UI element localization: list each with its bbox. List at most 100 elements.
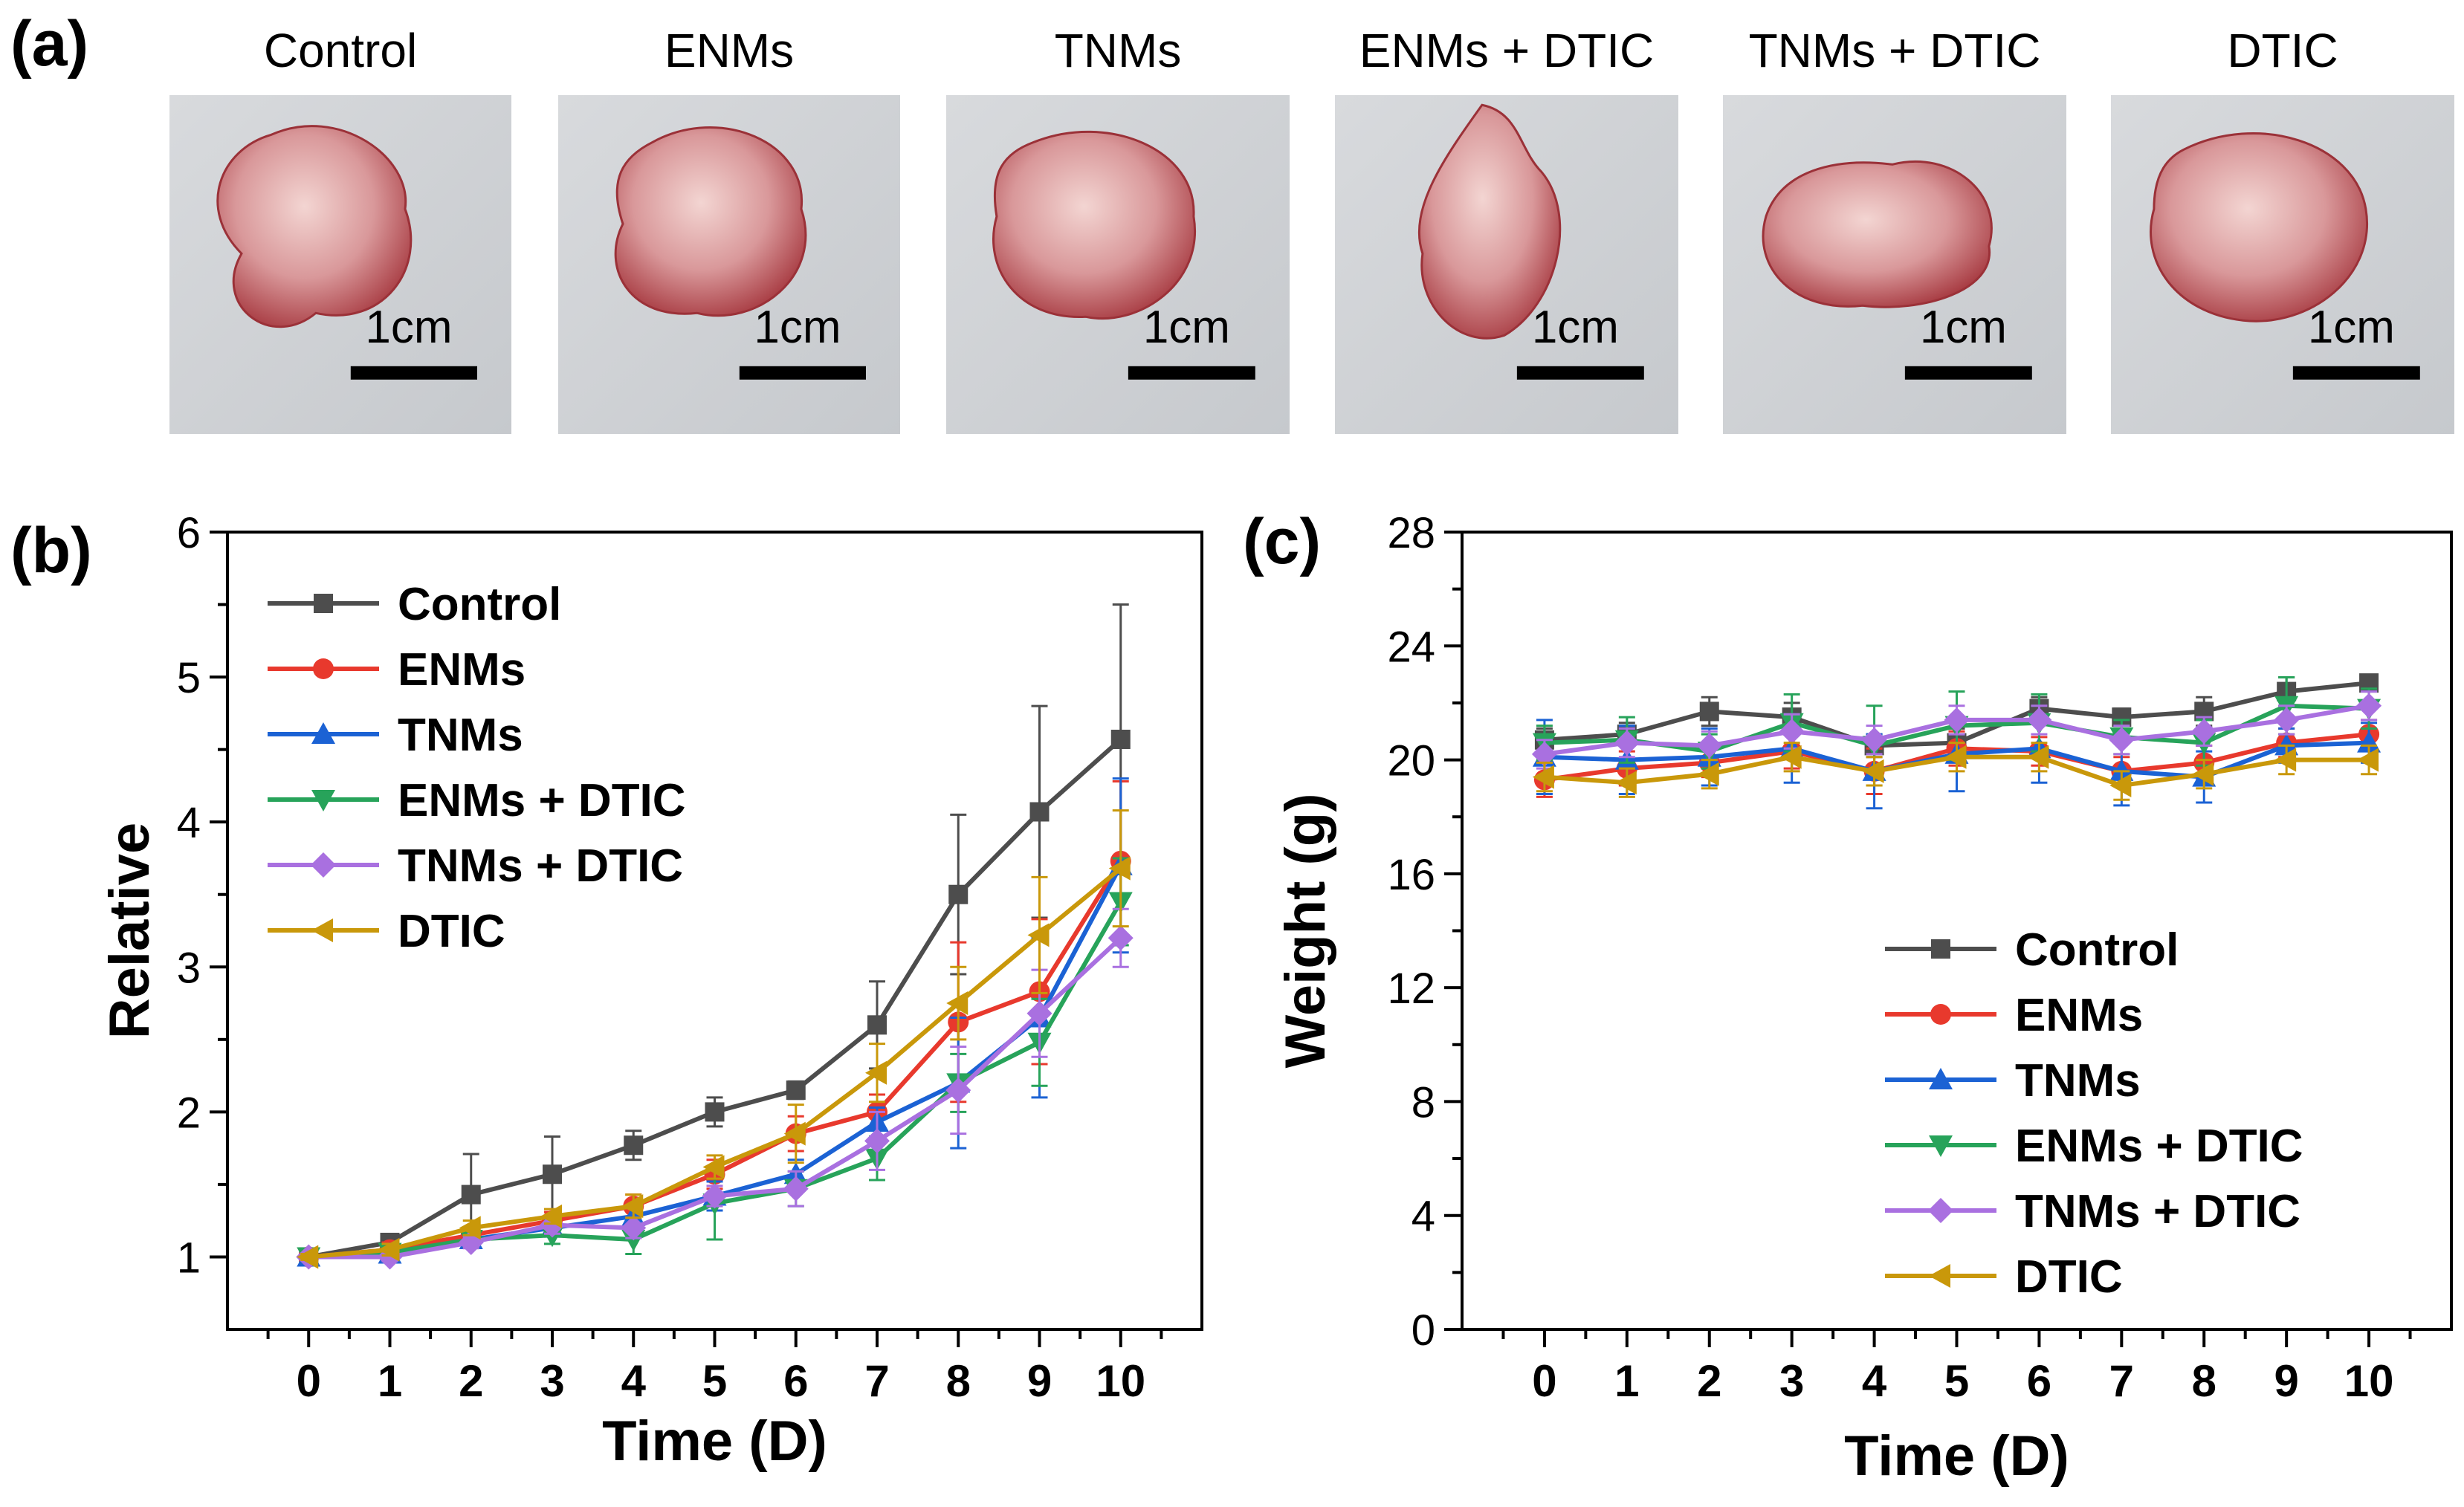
legend-entry-tnms-dtic: TNMs + DTIC: [398, 840, 683, 892]
data-point: [1108, 856, 1131, 881]
x-tick-label: 2: [459, 1356, 483, 1406]
tumor-photo-tnms-dtic: TNMs + DTIC 1cm: [1723, 24, 2066, 434]
x-axis-title: Time (D): [1844, 1425, 2069, 1488]
scale-bar: [350, 366, 477, 380]
data-point: [2027, 745, 2049, 769]
legend-entry-tnms: TNMs: [398, 710, 523, 761]
series-dtic: [1532, 742, 2379, 801]
tumor-specimen-image: [2150, 132, 2368, 323]
x-tick-label: 0: [1532, 1356, 1556, 1406]
tumor-specimen-image: [1762, 160, 1993, 308]
data-point: [867, 1015, 887, 1035]
data-point: [1779, 745, 1802, 769]
x-tick-label: 9: [2274, 1356, 2298, 1406]
x-tick-label: 10: [2344, 1356, 2394, 1406]
photo-label-control: Control: [264, 24, 417, 77]
x-tick-label: 6: [2027, 1356, 2051, 1406]
tumor-specimen-image: [614, 126, 807, 317]
legend-entry-tnms: TNMs: [2015, 1055, 2141, 1106]
y-tick-label: 12: [1387, 965, 1435, 1013]
tumor-specimen-image: [992, 130, 1196, 320]
data-point: [2356, 693, 2382, 719]
legend-marker: [313, 658, 334, 679]
y-tick-label: 3: [177, 944, 201, 992]
legend-marker: [1928, 1198, 1953, 1223]
tumor-photo-dtic: DTIC 1cm: [2111, 24, 2454, 434]
data-point: [459, 1216, 481, 1240]
data-point: [461, 1184, 481, 1205]
y-tick-label: 1: [177, 1234, 201, 1282]
scale-bar: [1516, 366, 1644, 380]
data-point: [2192, 762, 2214, 786]
data-point: [1110, 729, 1131, 749]
legend-entry-enms: ENMs: [2015, 990, 2143, 1041]
legend: Control ENMs TNMs ENMs + DTIC TNMs + DTIC DTI…: [268, 579, 686, 957]
x-tick-label: 3: [540, 1356, 564, 1406]
x-tick-label: 1: [1614, 1356, 1639, 1406]
y-axis: 1 2 3 4 5 6: [177, 509, 227, 1282]
photo-label-tnms-dtic: TNMs + DTIC: [1749, 24, 2041, 77]
y-tick-label: 28: [1387, 509, 1435, 557]
x-axis-title: Time (D): [602, 1410, 827, 1473]
legend-marker: [311, 790, 335, 811]
tumor-photo-enms: ENMs 1cm: [558, 24, 900, 434]
data-point: [1861, 727, 1887, 753]
x-axis: 0 1 2 3 4 5 6 7 8 9 10: [266, 1329, 1163, 1406]
legend-marker: [314, 594, 333, 613]
x-tick-label: 4: [621, 1356, 647, 1406]
y-tick-label: 2: [177, 1089, 201, 1137]
y-tick-label: 24: [1387, 623, 1435, 671]
scale-bar: [1904, 366, 2032, 380]
data-point: [705, 1102, 725, 1122]
data-point: [948, 884, 969, 904]
legend-entry-enms-dtic: ENMs + DTIC: [2015, 1121, 2303, 1172]
data-point: [540, 1204, 562, 1228]
data-point: [297, 1245, 319, 1269]
x-tick-label: 9: [1027, 1356, 1052, 1406]
legend-entry-enms: ENMs: [398, 644, 526, 696]
data-point: [1697, 762, 1719, 786]
panel-c-letter: (c): [1243, 506, 1321, 577]
panel-a: (a) Control 1cm ENMs 1cm TNMs 1cm ENMs + DTIC 1…: [10, 8, 2454, 434]
scale-bar-label: 1cm: [1532, 302, 1619, 353]
x-tick-label: 10: [1096, 1356, 1145, 1406]
y-tick-label: 0: [1412, 1306, 1435, 1355]
series-tnms-dtic: [1531, 690, 2382, 770]
data-point: [2109, 727, 2135, 753]
tumor-specimen-image: [216, 125, 413, 328]
panel-b-letter: (b): [10, 515, 92, 586]
x-tick-label: 4: [1862, 1356, 1887, 1406]
y-tick-label: 6: [177, 509, 201, 557]
data-point: [1944, 707, 1970, 733]
data-point: [2026, 707, 2052, 733]
data-point: [1027, 923, 1050, 947]
legend-marker: [311, 918, 333, 942]
data-point: [621, 1194, 644, 1219]
data-point: [2357, 730, 2381, 753]
data-point: [2191, 719, 2217, 745]
data-point: [1944, 745, 1967, 769]
x-tick-label: 5: [1944, 1356, 1969, 1406]
x-tick-label: 6: [783, 1356, 808, 1406]
data-point: [1696, 733, 1722, 759]
data-point: [1779, 719, 1805, 745]
y-tick-label: 8: [1412, 1078, 1435, 1127]
x-tick-label: 7: [864, 1356, 889, 1406]
data-point: [783, 1176, 809, 1202]
legend: Control ENMs TNMs ENMs + DTIC TNMs + DTIC DTI…: [1885, 924, 2303, 1303]
legend-marker: [1929, 1135, 1953, 1157]
data-point: [621, 1230, 646, 1252]
data-point: [543, 1164, 562, 1184]
data-point: [621, 1215, 647, 1241]
legend-marker: [1929, 1068, 1953, 1089]
photo-label-dtic: DTIC: [2227, 24, 2338, 77]
x-tick-label: 3: [1779, 1356, 1804, 1406]
legend-entry-tnms-dtic: TNMs + DTIC: [2015, 1186, 2300, 1237]
legend-entry-dtic: DTIC: [398, 906, 505, 957]
x-tick-label: 5: [702, 1356, 727, 1406]
